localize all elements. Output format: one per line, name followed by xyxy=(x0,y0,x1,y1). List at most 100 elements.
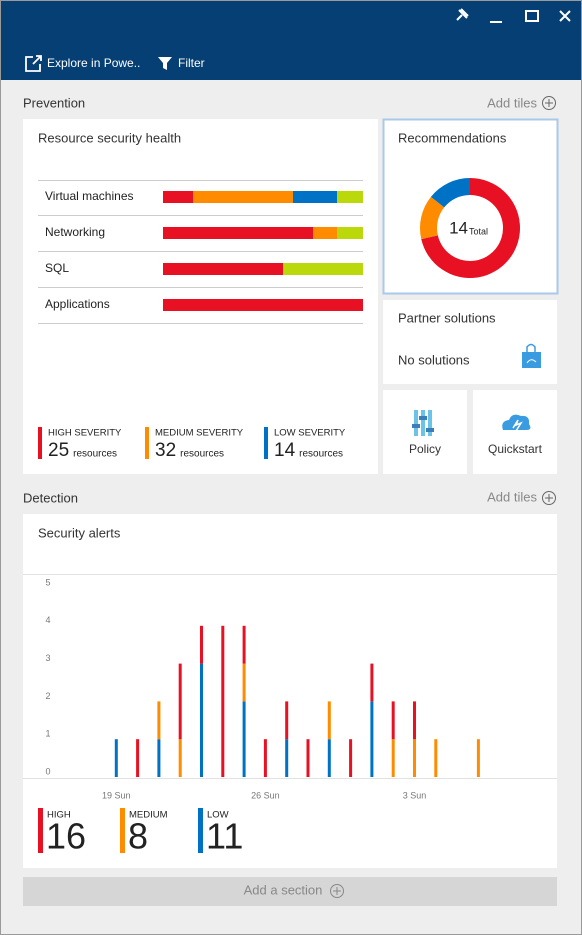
add-section-bar[interactable] xyxy=(23,877,557,906)
legend-label: MEDIUM SEVERITY xyxy=(155,428,244,439)
bar-segment xyxy=(313,227,337,239)
donut-total-label: Total xyxy=(469,226,488,236)
filter-button[interactable]: Filter xyxy=(178,56,205,70)
toolbar: Explore in Powe.. Filter xyxy=(25,55,205,72)
row-label: Networking xyxy=(45,225,105,239)
bar-segment xyxy=(163,299,363,311)
bar-segment xyxy=(337,227,363,239)
bar-segment xyxy=(337,191,363,203)
y-tick-label: 3 xyxy=(45,653,50,663)
pin-button[interactable] xyxy=(456,8,469,21)
close-button[interactable] xyxy=(559,10,571,22)
y-tick-label: 2 xyxy=(45,691,50,701)
donut-total: 14 xyxy=(449,218,468,237)
legend-total: 25 xyxy=(48,440,69,461)
legend-label: LOW xyxy=(207,810,229,821)
legend-swatch xyxy=(264,427,268,459)
y-tick-label: 5 xyxy=(45,577,50,587)
legend-label: MEDIUM xyxy=(129,810,168,821)
tile-title: Recommendations xyxy=(398,130,507,145)
bar-segment xyxy=(293,191,337,203)
add-icon xyxy=(542,96,556,110)
bag-icon xyxy=(522,343,541,368)
legend-total: 14 xyxy=(274,440,296,461)
bar-segment xyxy=(136,739,140,777)
legend-label: HIGH SEVERITY xyxy=(48,428,122,439)
explore-button[interactable]: Explore in Powe.. xyxy=(47,56,140,70)
legend-total: 32 xyxy=(155,440,176,461)
row-label: Virtual machines xyxy=(45,189,134,203)
bar-segment xyxy=(163,227,313,239)
legend-label: HIGH xyxy=(47,810,71,821)
bar-segment xyxy=(114,739,118,777)
legend-swatch xyxy=(145,427,149,459)
partner-tile[interactable] xyxy=(383,300,557,384)
bar-segment xyxy=(349,739,353,777)
bar-segment xyxy=(178,739,182,777)
bar-segment xyxy=(242,663,246,702)
donut-slice xyxy=(421,177,520,278)
y-tick-label: 4 xyxy=(45,615,50,625)
bar-segment xyxy=(413,701,416,740)
status-text: No solutions xyxy=(398,352,470,367)
add-icon xyxy=(330,884,344,898)
row-label: Applications xyxy=(45,297,110,311)
bar-segment xyxy=(221,625,225,777)
bar-segment xyxy=(163,263,283,275)
header xyxy=(0,0,582,80)
legend-swatch xyxy=(38,808,43,853)
bar-segment xyxy=(242,625,246,664)
policy-icon xyxy=(412,410,434,436)
tile-title: Resource security health xyxy=(38,130,181,145)
tile-title: Security alerts xyxy=(38,525,121,540)
section-title: Prevention xyxy=(23,95,85,110)
legend-swatch xyxy=(120,808,125,853)
health-tile[interactable] xyxy=(23,119,378,474)
bar-segment xyxy=(263,739,267,777)
row-label: SQL xyxy=(45,261,69,275)
legend-label: LOW SEVERITY xyxy=(274,428,346,439)
legend-total: 16 xyxy=(46,816,86,857)
section-title: Detection xyxy=(23,490,78,505)
y-tick-label: 1 xyxy=(45,729,50,739)
bar-segment xyxy=(157,739,161,777)
health-chart: Virtual machines Networking SQL Application… xyxy=(38,180,363,461)
bar-segment xyxy=(413,739,416,777)
quickstart-tile[interactable] xyxy=(473,390,557,474)
bar-segment xyxy=(476,739,480,777)
x-tick-label: 3 Sun xyxy=(403,790,427,800)
bar-segment xyxy=(283,263,363,275)
tile-label: Policy xyxy=(409,442,441,456)
bar-segment xyxy=(370,663,374,702)
add-tiles-button[interactable]: Add tiles xyxy=(487,95,537,110)
bar-segment xyxy=(391,739,395,777)
legend-swatch xyxy=(198,808,203,853)
bar-segment xyxy=(327,701,331,740)
y-tick-label: 0 xyxy=(45,766,50,776)
donut-chart: 14 Total xyxy=(420,177,520,278)
window-controls xyxy=(456,8,571,23)
tile-label: Quickstart xyxy=(488,442,543,456)
legend-swatch xyxy=(38,427,42,459)
alerts-tile[interactable] xyxy=(23,514,557,868)
donut-slice xyxy=(430,178,470,208)
bar-segment xyxy=(285,739,289,777)
add-section-label: Add a section xyxy=(244,882,323,897)
donut-slice xyxy=(420,196,445,240)
filter-icon xyxy=(158,57,172,70)
maximize-button[interactable] xyxy=(525,10,539,22)
bar-segment xyxy=(391,701,395,740)
tile-title: Partner solutions xyxy=(398,310,496,325)
x-tick-label: 19 Sun xyxy=(102,790,131,800)
bar-segment xyxy=(200,625,203,664)
legend-unit: resources xyxy=(180,449,224,460)
add-tiles-button[interactable]: Add tiles xyxy=(487,489,537,504)
x-tick-label: 26 Sun xyxy=(251,790,280,800)
bolt xyxy=(512,419,523,432)
bar-segment xyxy=(434,739,438,777)
bar-segment xyxy=(370,701,374,777)
legend-total: 11 xyxy=(206,816,243,857)
bar-segment xyxy=(193,191,293,203)
